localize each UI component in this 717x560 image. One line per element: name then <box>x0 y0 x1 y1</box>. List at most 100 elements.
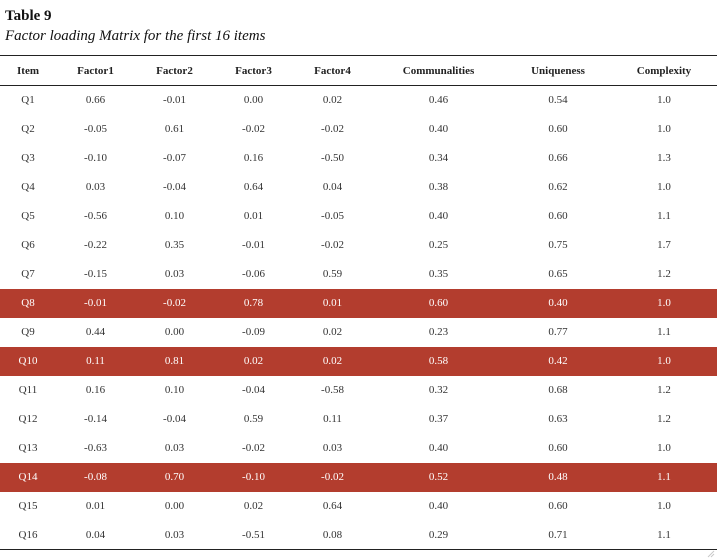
value-cell: 0.16 <box>243 152 264 164</box>
value-cell: 0.00 <box>243 94 264 107</box>
value-cell: 0.59 <box>243 413 264 425</box>
item-cell: Q11 <box>18 384 38 396</box>
value-cell: 0.00 <box>164 500 185 512</box>
item-cell: Q9 <box>21 326 35 338</box>
item-cell: Q13 <box>18 442 38 454</box>
value-cell: -0.10 <box>214 462 293 492</box>
table-row: Q7 -0.15 0.03 -0.06 0.59 0.35 0.65 1.2 <box>0 260 717 289</box>
value-cell: 0.40 <box>428 210 449 222</box>
table-row: Q10 0.11 0.81 0.02 0.02 0.58 0.42 1.0 <box>0 346 717 376</box>
value-cell: 0.64 <box>322 500 343 512</box>
value-cell: -0.07 <box>163 152 186 164</box>
column-header-factor2: Factor2 <box>135 55 214 86</box>
value-cell: 0.60 <box>372 288 505 318</box>
value-cell: 0.02 <box>214 346 293 376</box>
value-cell: -0.02 <box>242 123 265 135</box>
value-cell: 0.62 <box>548 181 568 193</box>
value-cell: 0.38 <box>428 181 449 193</box>
value-cell: 0.03 <box>164 442 185 454</box>
value-cell: 0.03 <box>135 520 214 550</box>
value-cell: -0.14 <box>84 413 107 425</box>
value-cell: 0.65 <box>548 268 568 280</box>
value-cell: 0.66 <box>85 94 106 107</box>
value-cell: -0.01 <box>56 288 135 318</box>
value-cell: -0.01 <box>163 94 186 107</box>
value-cell: 0.44 <box>85 326 106 338</box>
value-cell: -0.04 <box>242 384 265 396</box>
item-cell: Q12 <box>18 413 38 425</box>
value-cell: 0.04 <box>322 181 343 193</box>
value-cell: -0.02 <box>321 239 344 251</box>
value-cell: 0.63 <box>548 413 568 425</box>
value-cell: -0.50 <box>321 152 344 164</box>
table-row: Q14 -0.08 0.70 -0.10 -0.02 0.52 0.48 1.1 <box>0 462 717 492</box>
table-row: Q13 -0.63 0.03 -0.02 0.03 0.40 0.60 1.0 <box>0 434 717 463</box>
value-cell: 0.02 <box>243 500 264 512</box>
table-row: Q11 0.16 0.10 -0.04 -0.58 0.32 0.68 1.2 <box>0 376 717 405</box>
value-cell: 0.37 <box>428 413 449 425</box>
value-cell: 1.0 <box>657 442 671 454</box>
value-cell: 1.1 <box>657 210 671 222</box>
value-cell: -0.04 <box>163 181 186 193</box>
item-cell: Q5 <box>21 210 35 222</box>
value-cell: 0.02 <box>293 346 372 376</box>
table-row: Q3 -0.10 -0.07 0.16 -0.50 0.34 0.66 1.3 <box>0 144 717 173</box>
value-cell: 0.04 <box>56 520 135 550</box>
value-cell: 1.0 <box>657 94 671 107</box>
value-cell: 0.10 <box>164 210 185 222</box>
value-cell: 0.58 <box>372 346 505 376</box>
table-row: Q12 -0.14 -0.04 0.59 0.11 0.37 0.63 1.2 <box>0 405 717 434</box>
factor-loading-table: Item Factor1 Factor2 Factor3 Factor4 Communal… <box>0 55 717 550</box>
value-cell: 0.71 <box>505 520 611 550</box>
value-cell: 0.81 <box>135 346 214 376</box>
column-header-factor1: Factor1 <box>56 55 135 86</box>
value-cell: -0.22 <box>84 239 107 251</box>
column-header-communalities: Communalities <box>372 55 505 86</box>
column-header-complexity: Complexity <box>611 55 717 86</box>
value-cell: 0.48 <box>505 462 611 492</box>
value-cell: 0.23 <box>428 326 449 338</box>
value-cell: -0.02 <box>135 288 214 318</box>
value-cell: 0.60 <box>548 123 568 135</box>
table-title: Table 9 <box>5 8 52 24</box>
value-cell: 0.01 <box>85 500 106 512</box>
table-row: Q8 -0.01 -0.02 0.78 0.01 0.60 0.40 1.0 <box>0 288 717 318</box>
value-cell: 0.75 <box>548 239 568 251</box>
resize-grip-icon[interactable] <box>705 548 715 558</box>
table-header: Item Factor1 Factor2 Factor3 Factor4 Communal… <box>0 55 717 86</box>
table-body: Q1 0.66 -0.01 0.00 0.02 0.46 0.54 1.0 Q2 -0.05 0.6… <box>0 86 717 550</box>
value-cell: 0.10 <box>164 384 185 396</box>
value-cell: 1.0 <box>657 181 671 193</box>
value-cell: 0.40 <box>428 442 449 454</box>
value-cell: -0.05 <box>84 123 107 135</box>
table-row: Q16 0.04 0.03 -0.51 0.08 0.29 0.71 1.1 <box>0 520 717 550</box>
value-cell: -0.05 <box>321 210 344 222</box>
column-header-factor4: Factor4 <box>293 55 372 86</box>
table-row: Q2 -0.05 0.61 -0.02 -0.02 0.40 0.60 1.0 <box>0 115 717 144</box>
table-row: Q15 0.01 0.00 0.02 0.64 0.40 0.60 1.0 <box>0 492 717 521</box>
item-cell: Q8 <box>0 288 56 318</box>
value-cell: 0.60 <box>548 210 568 222</box>
item-cell: Q1 <box>21 94 35 107</box>
value-cell: -0.02 <box>293 462 372 492</box>
item-cell: Q10 <box>0 346 56 376</box>
value-cell: 1.1 <box>611 520 717 550</box>
value-cell: 1.7 <box>657 239 671 251</box>
value-cell: 0.52 <box>372 462 505 492</box>
value-cell: 0.25 <box>428 239 449 251</box>
column-header-item: Item <box>0 55 56 86</box>
value-cell: 0.77 <box>548 326 568 338</box>
value-cell: 1.2 <box>657 384 671 396</box>
value-cell: 0.35 <box>164 239 185 251</box>
column-header-uniqueness: Uniqueness <box>505 55 611 86</box>
value-cell: 1.2 <box>657 268 671 280</box>
value-cell: 0.40 <box>428 500 449 512</box>
value-cell: 0.02 <box>322 94 343 107</box>
value-cell: 0.29 <box>372 520 505 550</box>
value-cell: 1.0 <box>657 123 671 135</box>
value-cell: -0.02 <box>242 442 265 454</box>
value-cell: -0.51 <box>214 520 293 550</box>
table-row: Q1 0.66 -0.01 0.00 0.02 0.46 0.54 1.0 <box>0 86 717 115</box>
value-cell: 0.11 <box>56 346 135 376</box>
value-cell: 0.16 <box>85 384 106 396</box>
